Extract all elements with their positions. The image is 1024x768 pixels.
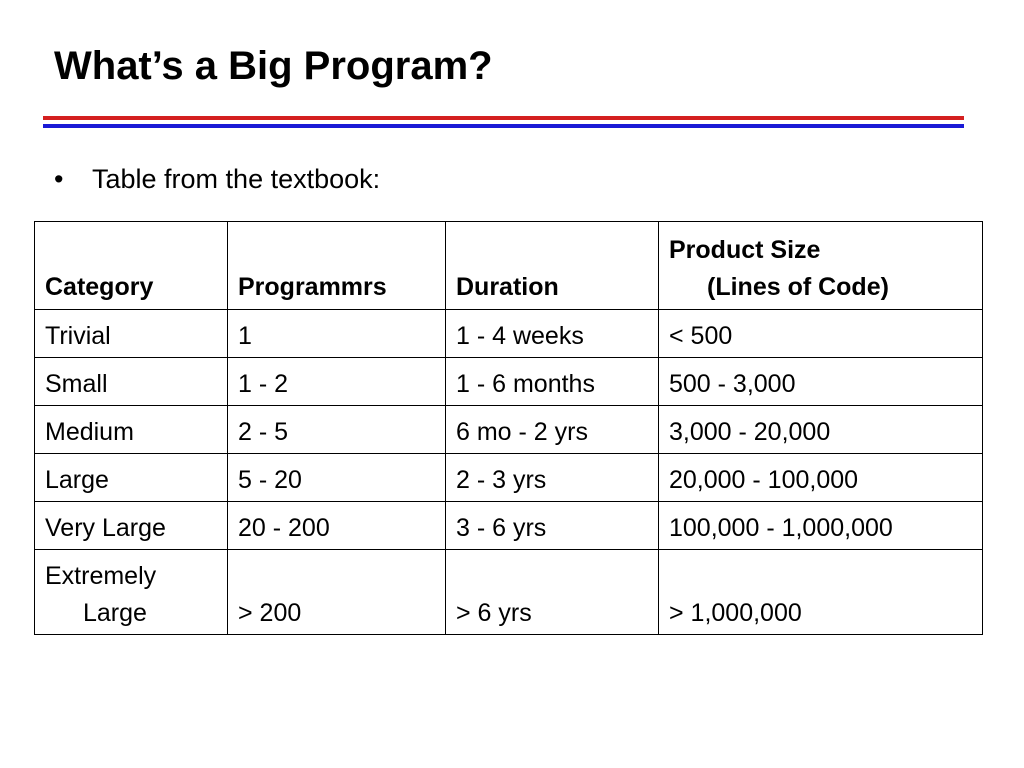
table-row: Large 5 - 20 2 - 3 yrs 20,000 - 100,000: [34, 453, 983, 502]
cell-size: < 500: [658, 309, 983, 358]
cell-category: Very Large: [34, 501, 228, 550]
table-row: Extremely Large > 200 > 6 yrs > 1,000,00…: [34, 549, 983, 635]
slide-title: What’s a Big Program?: [54, 44, 493, 88]
cell-programmers: > 200: [227, 549, 446, 635]
header-category: Category: [34, 221, 228, 310]
cell-category: Large: [34, 453, 228, 502]
bullet-text: Table from the textbook:: [92, 164, 381, 194]
program-size-table: Category Programmrs Duration Product Siz…: [34, 221, 983, 635]
bullet-dot-icon: •: [54, 164, 64, 194]
cell-size: 20,000 - 100,000: [658, 453, 983, 502]
table-row: Trivial 1 1 - 4 weeks < 500: [34, 309, 983, 358]
cell-category-line1: Extremely: [45, 562, 157, 590]
cell-programmers: 5 - 20: [227, 453, 446, 502]
cell-duration: 2 - 3 yrs: [445, 453, 659, 502]
header-programmers: Programmrs: [227, 221, 446, 310]
cell-category: Extremely Large: [34, 549, 228, 635]
cell-duration: > 6 yrs: [445, 549, 659, 635]
cell-duration: 3 - 6 yrs: [445, 501, 659, 550]
header-product-size: Product Size (Lines of Code): [658, 221, 983, 310]
title-underline-red: [43, 116, 964, 120]
header-size-line2: (Lines of Code): [707, 273, 889, 301]
cell-duration: 1 - 6 months: [445, 357, 659, 406]
cell-programmers: 20 - 200: [227, 501, 446, 550]
cell-programmers: 1 - 2: [227, 357, 446, 406]
cell-programmers: 2 - 5: [227, 405, 446, 454]
cell-duration: 1 - 4 weeks: [445, 309, 659, 358]
table-row: Very Large 20 - 200 3 - 6 yrs 100,000 - …: [34, 501, 983, 550]
header-duration: Duration: [445, 221, 659, 310]
cell-category-line2: Large: [83, 599, 147, 627]
bullet-item: • Table from the textbook:: [54, 163, 380, 195]
table-header-row: Category Programmrs Duration Product Siz…: [34, 221, 983, 310]
cell-category: Medium: [34, 405, 228, 454]
title-underline-blue: [43, 124, 964, 128]
cell-category: Small: [34, 357, 228, 406]
table-row: Medium 2 - 5 6 mo - 2 yrs 3,000 - 20,000: [34, 405, 983, 454]
header-size-line1: Product Size: [669, 236, 821, 264]
cell-size: 3,000 - 20,000: [658, 405, 983, 454]
cell-duration: 6 mo - 2 yrs: [445, 405, 659, 454]
table-row: Small 1 - 2 1 - 6 months 500 - 3,000: [34, 357, 983, 406]
cell-size: > 1,000,000: [658, 549, 983, 635]
cell-category: Trivial: [34, 309, 228, 358]
cell-programmers: 1: [227, 309, 446, 358]
cell-size: 100,000 - 1,000,000: [658, 501, 983, 550]
cell-size: 500 - 3,000: [658, 357, 983, 406]
